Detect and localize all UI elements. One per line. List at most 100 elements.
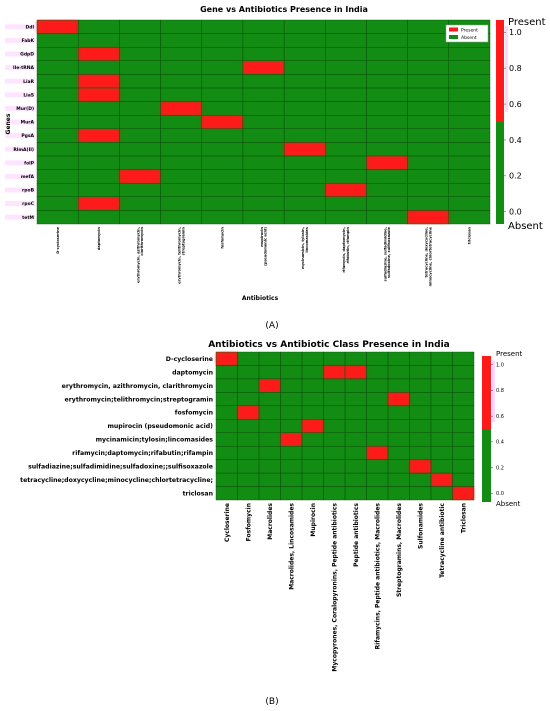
colorbar-highlight (505, 26, 508, 112)
heatmap-cell (160, 101, 202, 116)
row-label: mefA (21, 174, 35, 180)
column-label: triclosan (468, 226, 472, 244)
chart-a-legend: Present Absent (445, 24, 489, 43)
row-label-highlight (5, 78, 35, 84)
legend-present-swatch (449, 27, 458, 32)
colorbar-tick-label: 0.0 (496, 491, 504, 497)
colorbar-absent (482, 429, 491, 502)
heatmap-cell (430, 472, 453, 487)
column-label: Tetracycline antibiotic (439, 503, 446, 578)
colorbar-present (496, 20, 504, 122)
row-label: LiaS (23, 92, 34, 98)
column-label: minocycline, chlortetracycline (428, 226, 432, 286)
colorbar-highlight (492, 360, 495, 422)
row-label: FabK (21, 38, 34, 44)
heatmap-cell (301, 419, 324, 433)
column-label: Streptogramins, Macrolides (396, 503, 403, 597)
legend-present-label: Present (461, 28, 478, 34)
heatmap-cell (77, 196, 120, 211)
column-label: tetracycline, doxycycline, (425, 227, 429, 278)
row-label-highlight (5, 105, 35, 111)
legend-absent-swatch (449, 35, 458, 39)
column-label: Cycloserine (224, 503, 231, 542)
colorbar-tick-label: 0.6 (496, 414, 504, 420)
column-label: Fosfomycin (245, 503, 252, 541)
row-label: rpoC (22, 201, 35, 207)
column-label: D-cycloserine (56, 226, 60, 253)
row-label: fosfomycin (175, 410, 213, 417)
colorbar-absent (496, 122, 504, 224)
heatmap-cell (409, 459, 432, 474)
column-label: sulfadoxine, sulfisoxazole (387, 226, 391, 278)
row-label-highlight (5, 214, 35, 220)
column-label: fosfomycin (221, 227, 225, 249)
panel-b: Antibiotics vs Antibiotic Class Presence… (20, 340, 522, 707)
row-label-highlight (5, 160, 35, 166)
colorbar-tick-label: 0.6 (509, 100, 522, 109)
row-label: triclosan (183, 490, 213, 497)
colorbar-tick-label: 0.2 (496, 465, 504, 471)
colorbar-tick-label: 0.2 (509, 172, 522, 181)
chart-b-col-labels: Cycloserine Fosfomycin Macrolides Macrolide… (224, 503, 468, 672)
colorbar-tick-label: 0.8 (496, 388, 504, 394)
chart-a-row-labels: Ddl FabK GdpD Ile-tRNA LiaR LiaS Mur(D) MurA Pgs… (5, 24, 35, 221)
row-label: tetracycline;doxycycline;minocycline;chl… (20, 477, 213, 484)
heatmap-cell (344, 365, 367, 380)
chart-a-col-labels: D-cycloserine daptomycin erythromycin, azi… (56, 226, 472, 286)
chart-b-cells (215, 351, 475, 501)
panel-a-label: (A) (265, 321, 278, 331)
heatmap-cell (387, 392, 410, 407)
colorbar-tick-label: 0.8 (509, 64, 522, 73)
colorbar-tick-label: 0.4 (509, 136, 522, 145)
chart-b-colorbar: Present Absent 0.0 0.2 0.4 0.6 0.8 1.0 (482, 350, 523, 508)
heatmap-cell (119, 169, 161, 184)
heatmap-cell (366, 445, 389, 460)
row-label-highlight (5, 37, 35, 43)
heatmap-cell (407, 210, 450, 225)
colorbar-present (482, 356, 491, 429)
heatmap-cell (242, 60, 285, 75)
chart-a-ylabel: Genes (5, 113, 12, 134)
column-label: Peptide antibiotics (353, 503, 360, 567)
chart-a-colorbar: Present Absent 0.0 0.2 0.4 0.6 0.8 1.0 (496, 17, 546, 232)
row-label: erythromycin;telithromycin;streptogramin (65, 396, 213, 403)
heatmap-cell (280, 432, 303, 447)
row-label: sulfadiazine;sulfadimidine;sulfadoxine;;… (28, 464, 213, 471)
colorbar-tick-label: 0.4 (496, 440, 504, 446)
column-label: Mycopyrones, Coralopyronins, Peptide ant… (331, 503, 338, 672)
colorbar-a-bottom-label: Absent (508, 221, 543, 232)
column-label: Macrolides, Lincosamides (288, 503, 295, 590)
heatmap-cell (201, 114, 244, 129)
colorbar-a-top-label: Present (508, 17, 546, 28)
heatmap-cell (77, 87, 120, 102)
row-label: D-cycloserine (166, 356, 213, 363)
column-label: lincomasides (305, 227, 309, 253)
column-label: clarithromycin (140, 227, 144, 256)
row-label: Ddl (26, 24, 35, 30)
row-label-highlight (5, 51, 35, 57)
heatmap-cell (366, 155, 408, 170)
chart-a-cells (36, 19, 491, 225)
panel-a: Gene vs Antibiotics Presence in India Dd… (5, 5, 546, 331)
row-label-highlight (5, 65, 35, 71)
row-label-highlight (5, 187, 35, 193)
colorbar-tick-label: 1.0 (509, 28, 522, 37)
column-label: rifabutin, rifampin (346, 226, 350, 263)
row-label: RlmA(II) (13, 147, 34, 153)
column-label: Rifamycins, Peptide antibiotics, Macroli… (374, 503, 381, 650)
colorbar-tick-label: 0.0 (509, 208, 522, 217)
row-label: rifamycin;daptomycin;rifabutin;rifampin (72, 450, 213, 457)
heatmap-cell (452, 486, 475, 501)
colorbar-b-bottom-label: Absent (496, 500, 521, 508)
column-label: sulfadiazine, sulfadimidine, (383, 227, 387, 282)
row-label: GdpD (20, 52, 34, 58)
heatmap-cell (77, 74, 120, 89)
column-label: Sulfonamides (417, 503, 424, 549)
chart-b-row-labels: D-cycloserine daptomycin erythromycin, azi… (20, 356, 213, 498)
column-label: Triclosan (460, 503, 467, 533)
panel-b-label: (B) (265, 697, 278, 707)
row-label-highlight (5, 133, 35, 139)
heatmap-cell (448, 210, 491, 225)
colorbar-tick-label: 1.0 (496, 363, 504, 369)
